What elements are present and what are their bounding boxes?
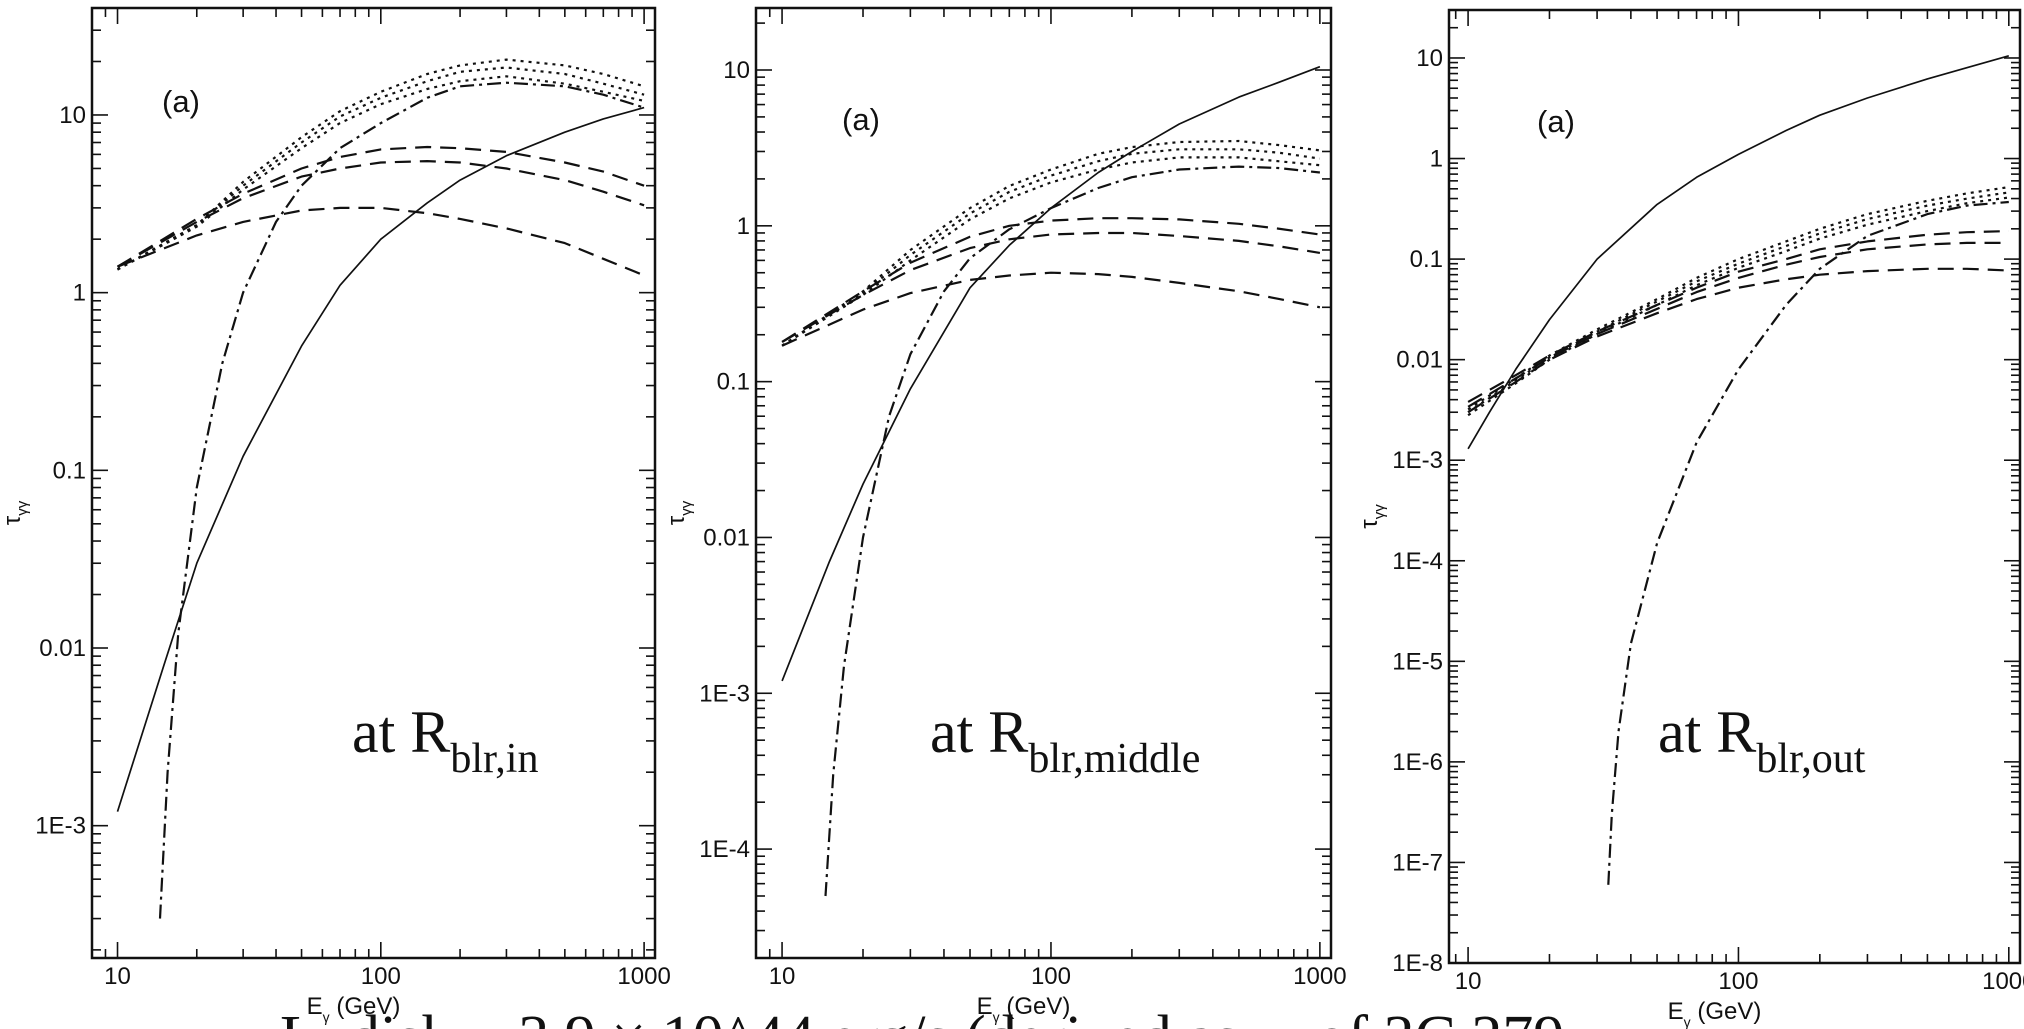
x-tick-label: 1000 [617, 963, 670, 990]
panel-label: (a) [162, 84, 200, 119]
y-tick-label: 1E-8 [1392, 950, 1443, 977]
y-tick-label: 1E-6 [1392, 749, 1443, 776]
series-line-dashed-7 [781, 231, 1321, 343]
series-line-dotted-5 [116, 75, 645, 271]
x-tick-label: 1000 [1982, 968, 2024, 995]
plot-frame [90, 6, 657, 960]
series-line-dashed-7 [116, 160, 645, 268]
x-tick-label: 10 [104, 963, 131, 990]
series-line-dashdot-2 [158, 81, 645, 919]
y-tick-label: 1 [737, 213, 750, 240]
panel-label: (a) [1537, 104, 1575, 139]
series-line-dashed-6 [1467, 230, 2009, 403]
plot-frame [1447, 8, 2022, 965]
y-tick-label: 1 [73, 280, 86, 307]
series-line-dashed-6 [116, 145, 645, 268]
curves [116, 58, 645, 919]
y-tick-label: 0.01 [39, 635, 86, 662]
x-tick-label: 1000 [1293, 963, 1346, 990]
series-line-dashed-8 [1467, 267, 2009, 414]
plot-frame [754, 6, 1333, 960]
chart-panel-2: 10 100 1000 1E-4 1E-3 0.01 0.1 1 10 Eγ (GeV) τγγ (a… [663, 6, 1347, 1025]
series-line-dashdot-2 [1607, 200, 2009, 885]
y-tick-label: 10 [723, 57, 750, 84]
y-tick-label: 0.01 [1396, 347, 1443, 374]
series-line-dashed-7 [1467, 241, 2009, 408]
y-axis-label: τγγ [0, 500, 31, 525]
y-tick-label: 10 [59, 102, 86, 129]
y-axis-label: τγγ [1356, 504, 1388, 529]
y-tick-label: 10 [1416, 45, 1443, 72]
series-line-dashed-6 [781, 217, 1321, 343]
panel-label: (a) [842, 102, 880, 137]
y-tick-label: 1E-3 [699, 680, 750, 707]
position-label: at Rblr,out [1658, 699, 1866, 782]
y-tick-label: 1E-5 [1392, 648, 1443, 675]
chart-panel-1: 10 100 1000 1E-3 0.01 0.1 1 10 Eγ (GeV) τγγ (a) at … [0, 6, 671, 1025]
x-tick-label: 10 [1455, 968, 1482, 995]
curves [781, 65, 1321, 897]
y-tick-label: 1E-3 [1392, 447, 1443, 474]
x-axis-label: Eγ (GeV) [977, 993, 1071, 1025]
series-line-dotted-3 [1467, 186, 2009, 411]
bottom-caption: L_disk = 3.9 × 10^44 erg/s (derived as .… [280, 1004, 1564, 1029]
position-label: at Rblr,in [352, 699, 538, 782]
x-tick-label: 100 [361, 963, 401, 990]
series-line-solid-1 [116, 106, 645, 812]
y-tick-label: 0.1 [1410, 246, 1443, 273]
series-line-dashed-8 [117, 206, 645, 277]
y-tick-label: 1E-3 [35, 813, 86, 840]
y-tick-label: 0.1 [53, 457, 86, 484]
y-tick-label: 0.01 [703, 524, 750, 551]
series-line-dashed-8 [781, 271, 1321, 347]
x-axis-label: Eγ (GeV) [1668, 998, 1762, 1029]
series-line-dotted-4 [1467, 191, 2009, 414]
x-tick-label: 100 [1718, 968, 1758, 995]
y-tick-label: 0.1 [717, 369, 750, 396]
position-label: at Rblr,middle [930, 699, 1200, 782]
y-tick-label: 1E-7 [1392, 849, 1443, 876]
x-axis-label: Eγ (GeV) [307, 993, 401, 1025]
series-line-solid-1 [781, 65, 1321, 682]
series-line-dotted-5 [1467, 196, 2009, 417]
y-axis-label: τγγ [663, 500, 695, 525]
series-line-dotted-3 [116, 58, 645, 271]
y-tick-label: 1E-4 [699, 836, 750, 863]
series-line-solid-1 [1467, 54, 2010, 450]
chart-panels: 10 100 1000 1E-3 0.01 0.1 1 10 Eγ (GeV) τγγ (a) at … [0, 6, 2024, 1029]
x-tick-label: 10 [769, 963, 796, 990]
x-tick-label: 100 [1031, 963, 1071, 990]
chart-panel-3: 10 100 1000 1E-8 1E-7 1E-6 1E-5 1E-4 1E-3 0.01 0.1… [1356, 8, 2024, 1029]
series-line-dotted-5 [781, 156, 1321, 347]
y-tick-label: 1 [1430, 146, 1443, 173]
series-line-dotted-4 [781, 148, 1321, 347]
curves [1467, 54, 2010, 885]
y-tick-label: 1E-4 [1392, 548, 1443, 575]
series-line-dotted-3 [781, 139, 1321, 347]
